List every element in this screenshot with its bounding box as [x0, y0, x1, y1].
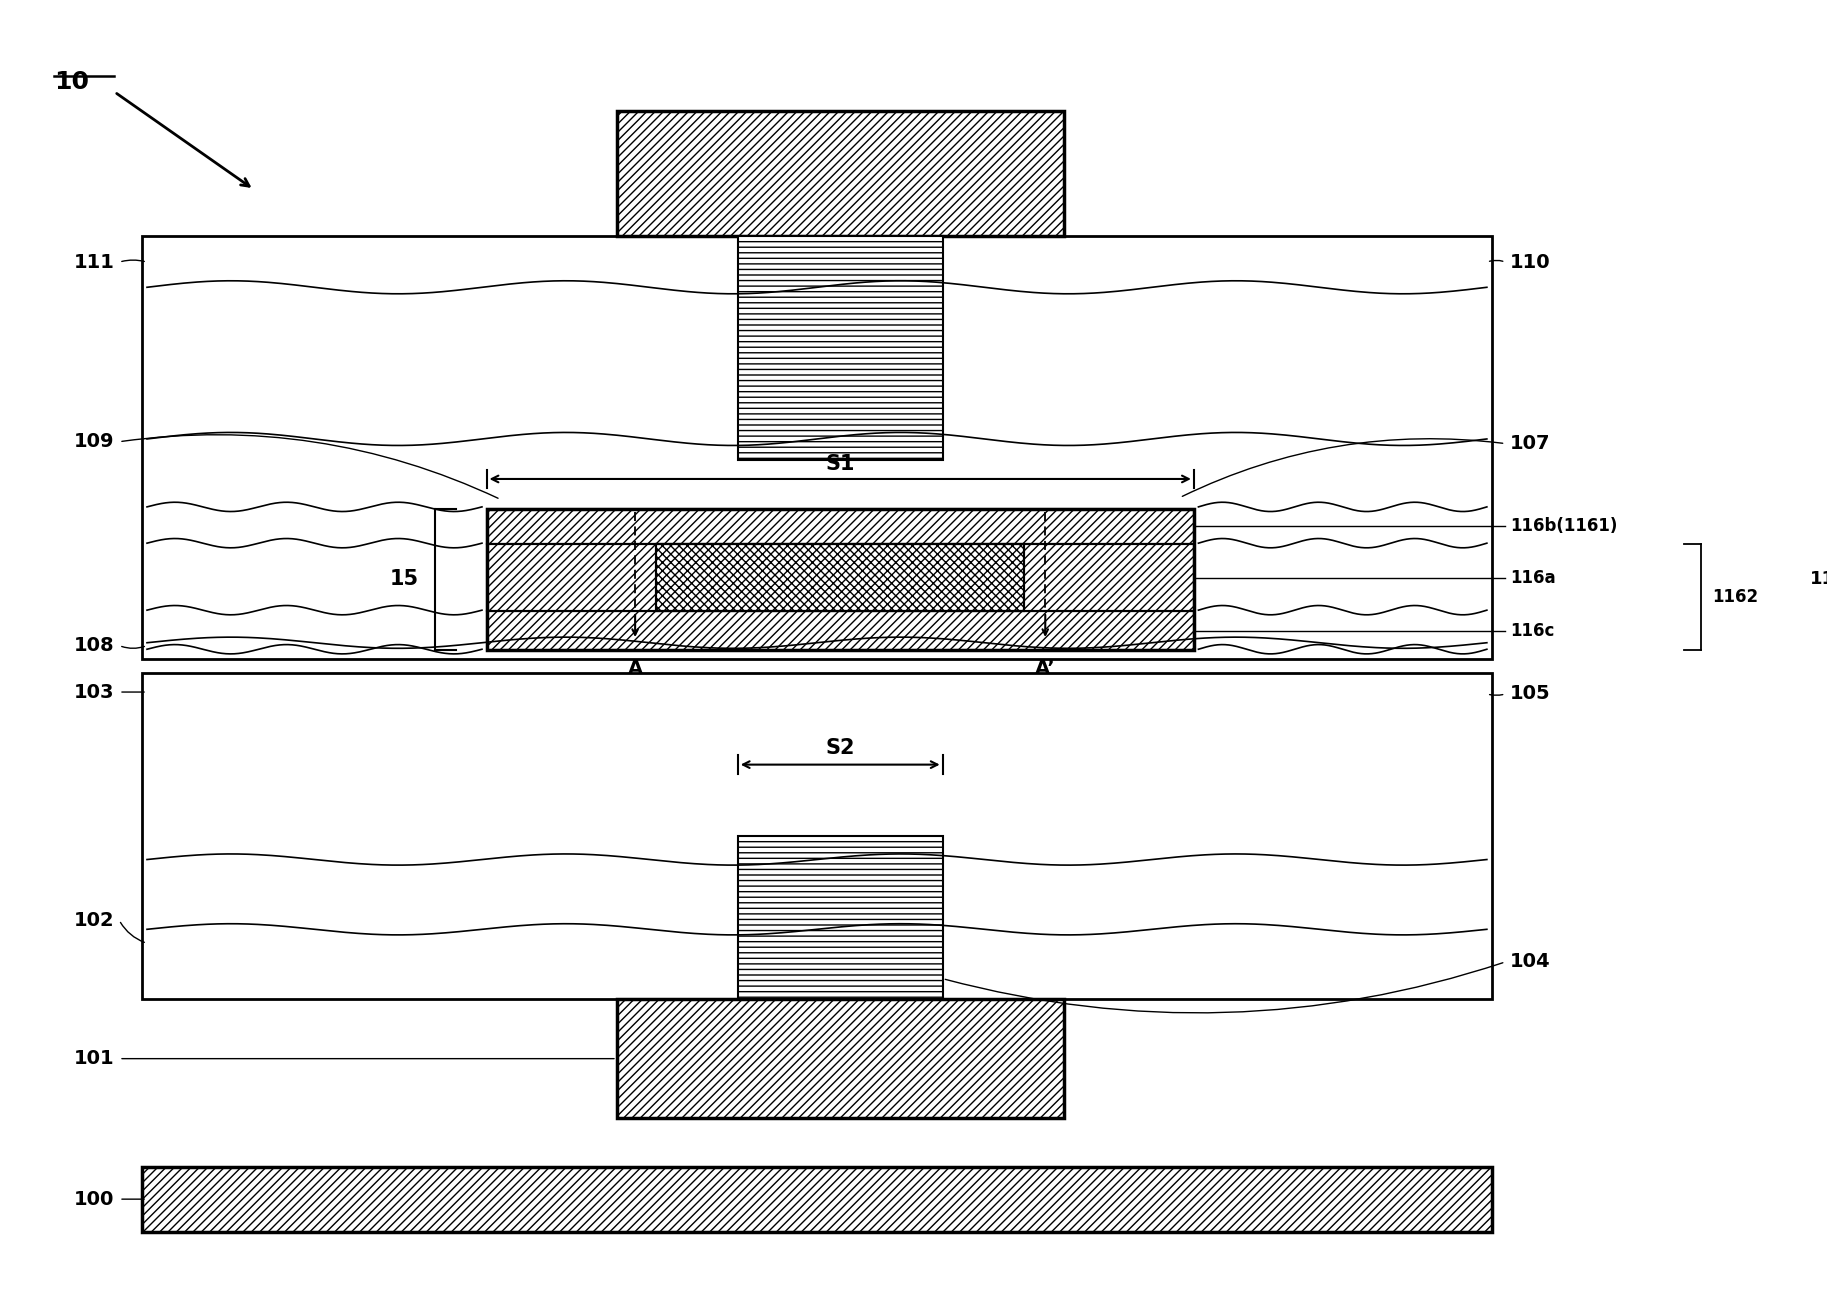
- Text: 111: 111: [73, 253, 115, 271]
- Text: 105: 105: [1511, 684, 1551, 703]
- Text: 103: 103: [73, 683, 115, 702]
- Bar: [738, 837, 943, 1000]
- Text: 116a: 116a: [1511, 569, 1557, 586]
- Bar: [143, 236, 1491, 659]
- Text: 1162: 1162: [1712, 589, 1758, 606]
- Bar: [656, 544, 1025, 611]
- Text: S2: S2: [826, 739, 855, 758]
- Text: 101: 101: [73, 1049, 115, 1069]
- Text: 109: 109: [73, 432, 115, 452]
- Bar: [656, 544, 1025, 611]
- Text: 100: 100: [75, 1190, 115, 1208]
- Text: 15: 15: [389, 569, 418, 590]
- Text: A: A: [627, 659, 643, 677]
- Bar: [738, 236, 943, 461]
- Text: 116: 116: [1811, 570, 1827, 589]
- Bar: [618, 1000, 1063, 1118]
- Text: 116c: 116c: [1511, 621, 1555, 639]
- Bar: [143, 673, 1491, 1000]
- Bar: [143, 1167, 1491, 1232]
- Bar: [486, 509, 1193, 650]
- Text: 104: 104: [1511, 953, 1551, 971]
- Text: A’: A’: [1034, 659, 1056, 677]
- Bar: [486, 544, 1193, 611]
- Bar: [618, 111, 1063, 236]
- Text: 10: 10: [55, 70, 90, 94]
- Text: S1: S1: [826, 454, 855, 474]
- Text: 107: 107: [1511, 435, 1551, 453]
- Text: 108: 108: [73, 636, 115, 655]
- Text: 102: 102: [73, 911, 115, 929]
- Bar: [486, 611, 1193, 650]
- Text: 110: 110: [1511, 253, 1551, 271]
- Bar: [486, 509, 1193, 544]
- Text: 116b(1161): 116b(1161): [1511, 517, 1617, 535]
